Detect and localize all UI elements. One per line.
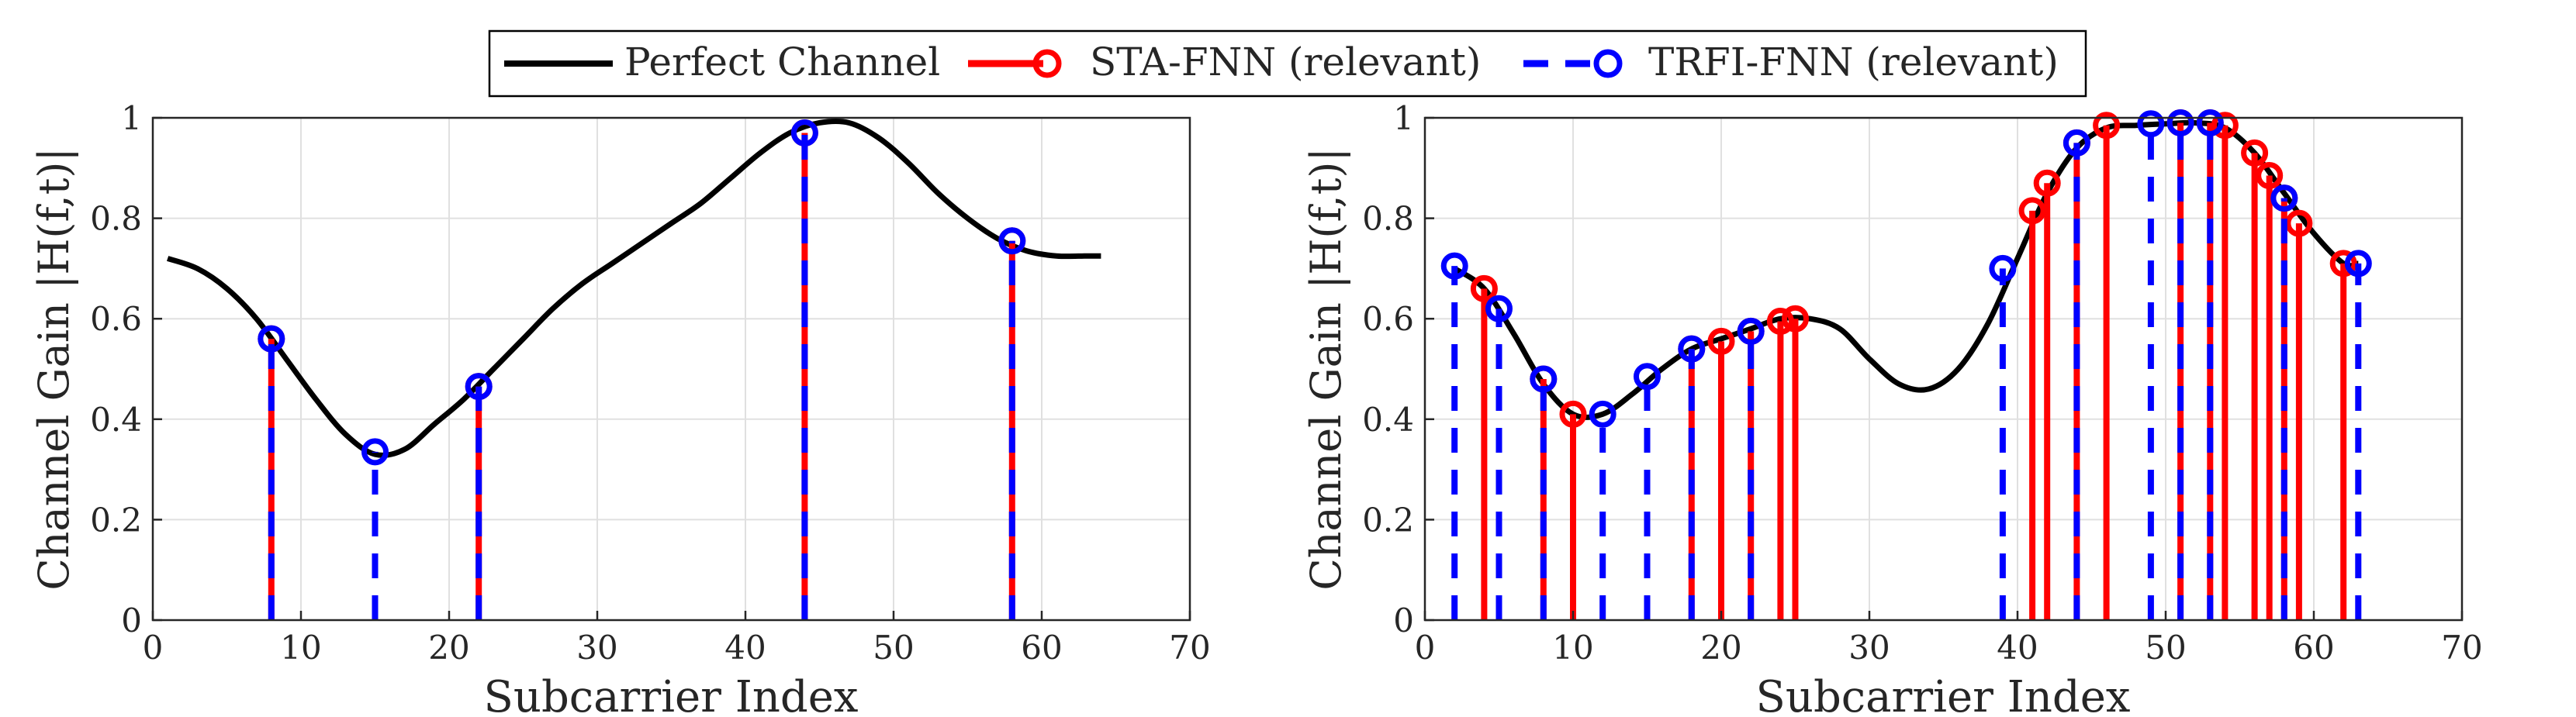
grid-left	[153, 118, 1190, 620]
sta-fnn-marker	[2018, 197, 2046, 225]
trfi-fnn-marker	[998, 227, 1026, 255]
trfi-fnn-marker	[258, 325, 285, 353]
x-tick-label: 30	[1848, 629, 1890, 667]
trfi-fnn-marker	[790, 119, 818, 147]
x-tick-label: 70	[2441, 629, 2482, 667]
trfi-fnn-marker	[1634, 363, 1661, 391]
ylabel-left: Channel Gain |H(f,t)|	[29, 147, 78, 590]
axes-box-right	[1423, 116, 2464, 622]
y-tick-label: 0.8	[90, 200, 142, 238]
plot-area-right	[1425, 118, 2462, 620]
sta-fnn-marker	[1782, 305, 1809, 333]
sta-fnn-marker	[1766, 307, 1794, 335]
trfi-fnn-marker	[2270, 184, 2298, 212]
sta-fnn-marker	[2241, 139, 2269, 167]
sta-fnn-marker	[2256, 162, 2284, 190]
sta-fnn-marker	[1559, 400, 1587, 428]
y-tick-label: 0.6	[1362, 300, 1414, 338]
trfi-fnn-marker	[2344, 250, 2372, 277]
perfect-channel-curve-left	[166, 118, 1101, 458]
trfi-fnn-marker	[1440, 252, 1468, 280]
trfi-fnn-marker	[2166, 109, 2194, 136]
y-tick-label: 0.2	[90, 501, 142, 539]
trfi-fnn-marker	[361, 438, 389, 466]
stems-right	[1440, 109, 2372, 620]
legend-label-perfect-channel: Perfect Channel	[624, 40, 940, 84]
trfi-fnn-marker	[1485, 295, 1513, 322]
plot-area-left	[153, 118, 1190, 620]
y-tick-label: 1	[1393, 99, 1414, 137]
trfi-fnn-marker	[2137, 110, 2165, 138]
sta-fnn-marker	[2033, 169, 2061, 197]
legend-marker-sta-fnn	[1032, 49, 1062, 78]
legend-label-sta-fnn: STA-FNN (relevant)	[1090, 40, 1481, 84]
x-tick-label: 40	[1997, 629, 2038, 667]
x-tick-label: 60	[1021, 629, 1062, 667]
sta-fnn-marker	[2329, 250, 2357, 277]
y-tick-label: 0	[1393, 602, 1414, 639]
trfi-fnn-marker	[1678, 335, 1706, 363]
y-tick-label: 1	[121, 99, 142, 137]
sta-fnn-marker	[2093, 112, 2121, 140]
y-tick-label: 0.4	[90, 401, 142, 439]
x-tick-label: 10	[1552, 629, 1593, 667]
x-tick-label: 50	[873, 629, 914, 667]
perfect-channel-line	[166, 118, 1101, 458]
y-tick-label: 0	[121, 602, 142, 639]
trfi-fnn-marker	[1989, 254, 2017, 282]
stems-left	[258, 119, 1026, 620]
x-tick-label: 20	[1700, 629, 1741, 667]
x-tick-label: 0	[143, 629, 164, 667]
x-tick-label: 10	[280, 629, 321, 667]
y-tick-label: 0.8	[1362, 200, 1414, 238]
x-tick-label: 0	[1415, 629, 1436, 667]
x-tick-label: 50	[2145, 629, 2186, 667]
legend-box	[488, 29, 2087, 98]
subplot-left: 0 10 20 30 40 50 60 70 0 0.2 0.4 0.6 0.8 1 Subcarrier…	[29, 99, 1211, 717]
trfi-fnn-marker	[465, 373, 493, 401]
legend-label-trfi-fnn: TRFI-FNN (relevant)	[1648, 40, 2059, 84]
xlabel-right: Subcarrier Index	[1756, 672, 2131, 717]
x-tick-label: 70	[1169, 629, 1210, 667]
x-tick-label: 40	[724, 629, 766, 667]
sta-fnn-marker	[2285, 209, 2313, 237]
subplot-right: 0 10 20 30 40 50 60 70 0 0.2 0.4 0.6 0.8 1 Subcarrier…	[1302, 99, 2483, 717]
legend-marker-trfi-fnn	[1593, 49, 1623, 78]
trfi-fnn-marker	[1737, 317, 1765, 345]
trfi-fnn-marker	[1530, 365, 1558, 393]
axes-box-left	[151, 116, 1191, 622]
trfi-fnn-marker	[2063, 129, 2090, 157]
sta-fnn-marker	[1707, 327, 1735, 355]
x-tick-label: 30	[576, 629, 617, 667]
y-tick-label: 0.6	[90, 300, 142, 338]
legend: Perfect Channel STA-FNN (relevant) TRFI-…	[488, 29, 2087, 98]
trfi-fnn-marker	[2196, 109, 2224, 136]
ticks-right: 0 10 20 30 40 50 60 70 0 0.2 0.4 0.6 0.8 1	[1362, 99, 2483, 667]
xlabel-left: Subcarrier Index	[484, 672, 859, 717]
x-tick-label: 60	[2293, 629, 2334, 667]
ticks-left: 0 10 20 30 40 50 60 70 0 0.2 0.4 0.6 0.8 1	[90, 99, 1211, 667]
sta-fnn-marker	[2211, 112, 2239, 140]
y-tick-label: 0.2	[1362, 501, 1414, 539]
ylabel-right: Channel Gain |H(f,t)|	[1302, 147, 1350, 590]
y-tick-label: 0.4	[1362, 401, 1414, 439]
trfi-fnn-marker	[1589, 400, 1616, 428]
x-tick-label: 20	[428, 629, 469, 667]
sta-fnn-marker	[1470, 274, 1498, 302]
